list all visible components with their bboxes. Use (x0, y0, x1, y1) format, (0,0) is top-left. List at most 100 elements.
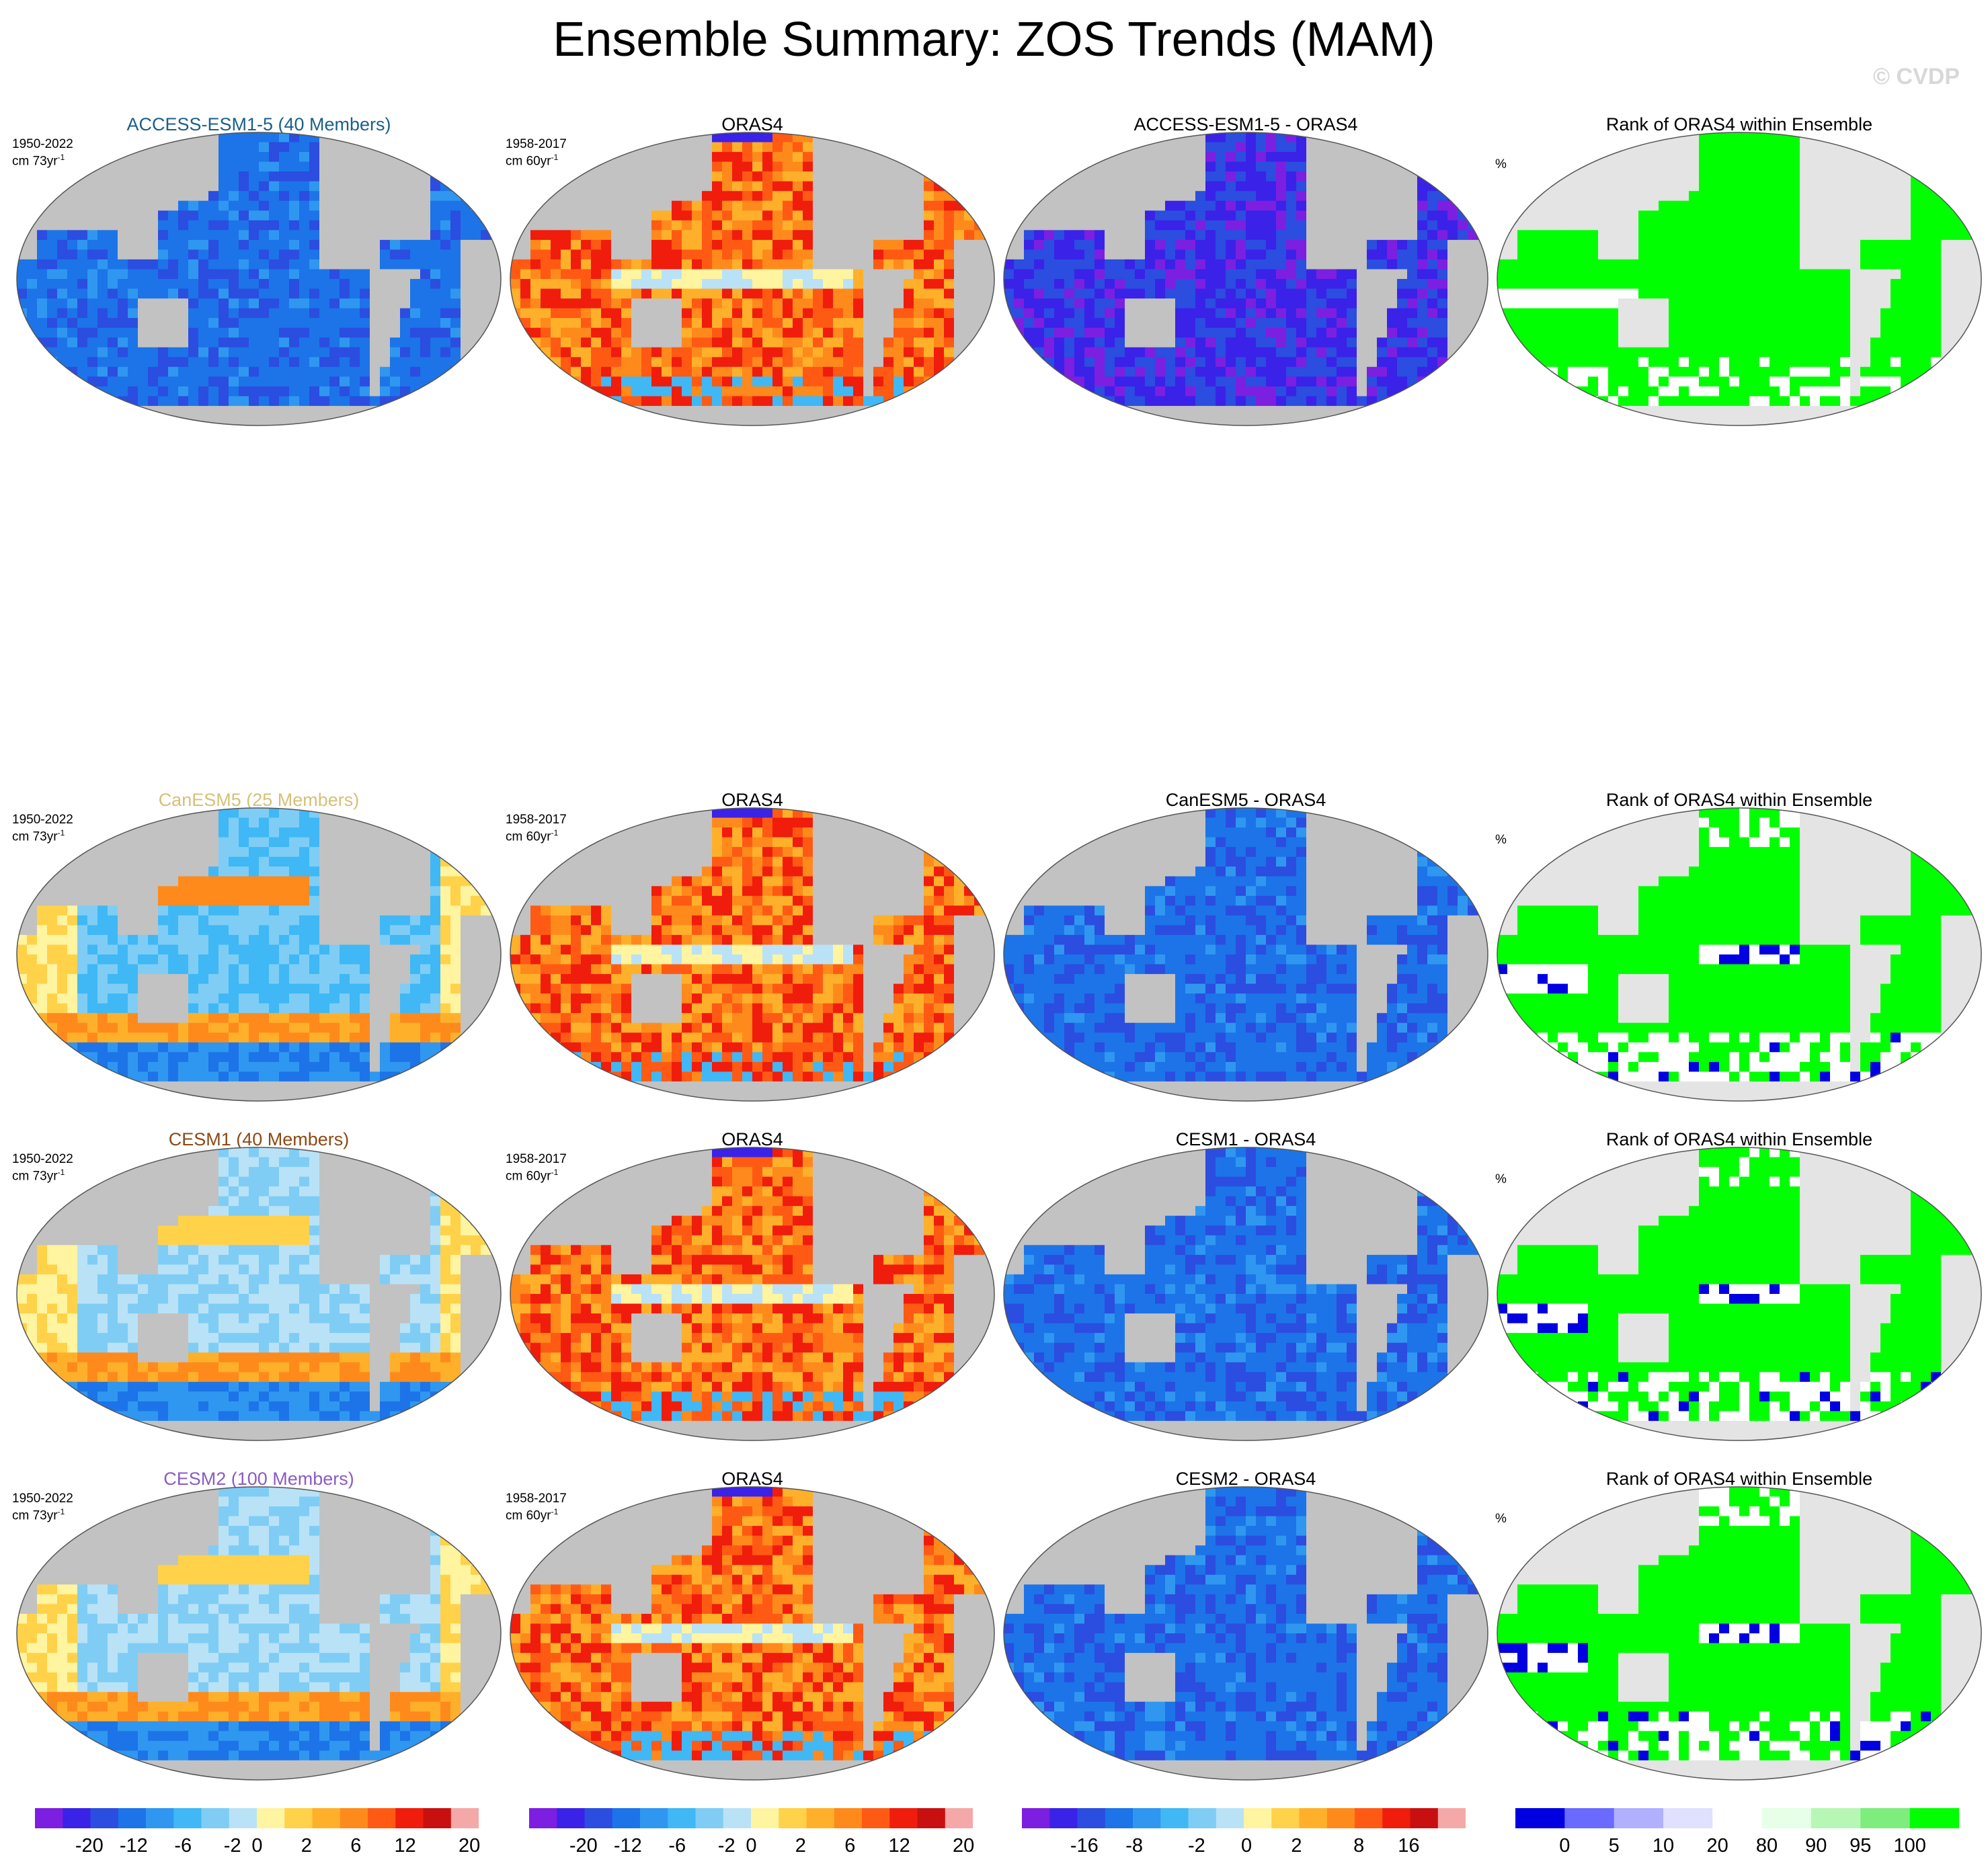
land-cell (883, 132, 894, 143)
land-cell (1145, 298, 1156, 309)
ocean-cell (218, 210, 229, 221)
ocean-cell (581, 308, 592, 319)
land-cell (1628, 210, 1639, 221)
land-cell (168, 152, 179, 163)
ocean-cell (1044, 249, 1055, 260)
ocean-cell (1185, 230, 1196, 241)
ocean-cell (1286, 396, 1297, 407)
land-cell (1468, 298, 1478, 309)
land-cell (1316, 405, 1327, 416)
ocean-cell (329, 386, 340, 397)
ocean-cell (1135, 288, 1146, 299)
land-cell (108, 181, 118, 192)
ocean-cell (530, 366, 541, 377)
ocean-cell (188, 386, 199, 397)
ocean-cell (1145, 269, 1156, 280)
ocean-cell (571, 327, 582, 338)
ocean-cell (1397, 327, 1408, 338)
land-cell (178, 337, 189, 348)
ocean-cell (742, 396, 753, 407)
ocean-cell (118, 318, 128, 329)
land-cell (1397, 210, 1408, 221)
land-cell (1568, 132, 1579, 143)
land-cell (1155, 200, 1166, 211)
land-cell (400, 298, 411, 309)
land-cell (360, 191, 370, 202)
land-cell (370, 239, 381, 250)
ocean-cell (299, 386, 310, 397)
ocean-cell (1226, 171, 1236, 182)
ocean-cell (279, 357, 290, 368)
ocean-cell (1347, 327, 1357, 338)
ocean-cell (742, 376, 753, 387)
ocean-cell (974, 161, 985, 172)
ocean-cell (249, 161, 260, 172)
ocean-cell (1004, 337, 1015, 348)
ocean-cell (239, 337, 249, 348)
ocean-cell (1084, 396, 1095, 407)
ocean-cell (1709, 171, 1720, 182)
ocean-cell (1417, 337, 1428, 348)
ocean-cell (1347, 366, 1357, 377)
ocean-cell (682, 288, 692, 299)
land-cell (1165, 171, 1176, 182)
ocean-cell (1417, 366, 1428, 377)
ocean-cell (641, 259, 652, 270)
ocean-cell (1266, 191, 1277, 202)
land-cell (601, 220, 612, 231)
land-cell (561, 191, 571, 202)
ocean-cell (128, 396, 138, 407)
land-cell (611, 161, 622, 172)
land-cell (168, 200, 179, 211)
ocean-cell (944, 308, 955, 319)
ocean-cell (1236, 259, 1246, 270)
ocean-cell (1437, 366, 1448, 377)
ocean-cell (793, 308, 803, 319)
ocean-cell (581, 396, 592, 407)
land-cell (1891, 230, 1901, 241)
ocean-cell (1951, 171, 1962, 182)
ocean-cell (1437, 269, 1448, 280)
land-cell (1497, 142, 1508, 153)
ocean-cell (1387, 386, 1398, 397)
ocean-cell (269, 210, 280, 221)
ocean-cell (1074, 259, 1085, 270)
ocean-cell (1014, 259, 1025, 270)
ocean-cell (1880, 239, 1891, 250)
ocean-cell (762, 239, 773, 250)
land-cell (67, 415, 78, 425)
land-cell (611, 210, 622, 221)
ocean-cell (450, 366, 461, 377)
ocean-cell (803, 327, 813, 338)
land-cell (1830, 220, 1841, 231)
land-cell (27, 230, 38, 241)
ocean-cell (440, 327, 451, 338)
land-cell (1397, 142, 1408, 153)
land-cell (1387, 200, 1398, 211)
ocean-cell (1064, 396, 1075, 407)
land-cell (631, 132, 642, 143)
ocean-cell (350, 279, 360, 290)
ocean-cell (772, 249, 783, 260)
ocean-cell (752, 298, 763, 309)
ocean-cell (934, 230, 945, 241)
ocean-cell (712, 366, 723, 377)
ocean-cell (954, 386, 965, 397)
land-cell (1507, 161, 1518, 172)
ocean-cell (924, 269, 935, 280)
ocean-cell (1407, 366, 1418, 377)
ocean-cell (641, 288, 652, 299)
land-cell (1800, 161, 1811, 172)
land-cell (813, 200, 824, 211)
ocean-cell (1296, 171, 1307, 182)
ocean-cell (631, 347, 642, 358)
ocean-cell (934, 288, 945, 299)
ocean-cell (319, 337, 330, 348)
land-cell (1638, 161, 1649, 172)
land-cell (964, 415, 975, 425)
ocean-cell (672, 230, 682, 241)
land-cell (138, 220, 149, 231)
ocean-cell (319, 288, 330, 299)
ocean-cell (118, 327, 128, 338)
ocean-cell (1749, 200, 1760, 211)
